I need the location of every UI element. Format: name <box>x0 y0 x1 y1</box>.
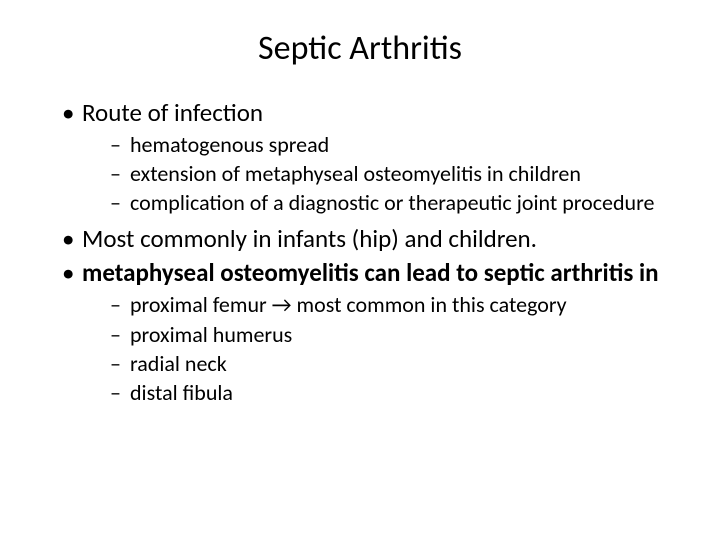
sub-bullet-text: proximal humerus <box>130 321 292 348</box>
list-item: radial neck <box>110 350 680 378</box>
list-item: Route of infection hematogenous spread e… <box>62 97 680 217</box>
list-item: hematogenous spread <box>110 131 680 159</box>
bullet-text: metaphyseal osteomyelitis can lead to se… <box>82 257 659 288</box>
list-item: distal fibula <box>110 379 680 407</box>
sub-bullet-text: hematogenous spread <box>130 131 329 158</box>
sub-bullet-text: proximal femur → most common in this cat… <box>130 291 567 318</box>
list-item: Most commonly in infants (hip) and child… <box>62 223 680 255</box>
slide-title: Septic Arthritis <box>40 28 680 69</box>
list-item: proximal humerus <box>110 321 680 349</box>
list-item: extension of metaphyseal osteomyelitis i… <box>110 160 680 188</box>
sub-bullet-text: complication of a diagnostic or therapeu… <box>130 189 654 216</box>
bullet-text: Route of infection <box>82 97 263 128</box>
sub-bullet-text: distal fibula <box>130 379 233 406</box>
list-item: metaphyseal osteomyelitis can lead to se… <box>62 257 680 407</box>
bullet-list-level2: proximal femur → most common in this cat… <box>82 291 680 407</box>
sub-bullet-text: radial neck <box>130 350 227 377</box>
sub-bullet-text: extension of metaphyseal osteomyelitis i… <box>130 160 581 187</box>
list-item: proximal femur → most common in this cat… <box>110 291 680 319</box>
bullet-list-level2: hematogenous spread extension of metaphy… <box>82 131 680 217</box>
bullet-list-level1: Route of infection hematogenous spread e… <box>40 97 680 407</box>
list-item: complication of a diagnostic or therapeu… <box>110 189 680 217</box>
bullet-text: Most commonly in infants (hip) and child… <box>82 223 537 254</box>
